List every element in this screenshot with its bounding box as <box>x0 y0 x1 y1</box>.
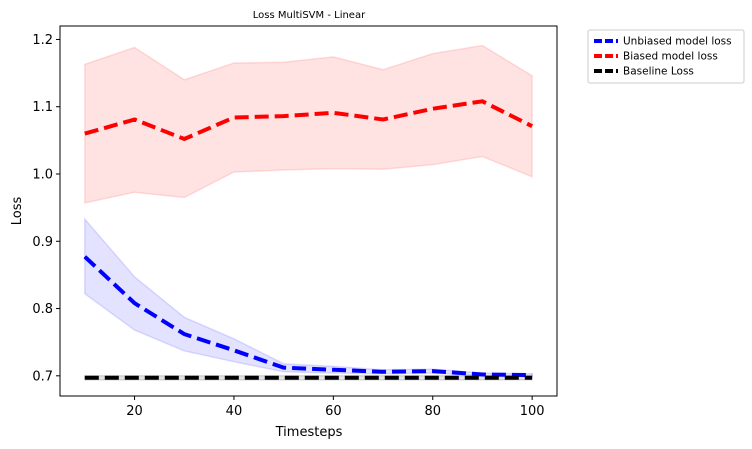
legend-label-series-3: Baseline Loss <box>623 66 694 78</box>
x-axis-ticks: 20 40 60 80 100 <box>126 396 545 419</box>
y-tick-label: 0.7 <box>32 369 53 384</box>
legend-label-series-1: Unbiased model loss <box>623 36 732 48</box>
x-tick-label: 80 <box>424 404 441 419</box>
plot-frame <box>59 25 558 397</box>
y-tick-label: 1.1 <box>32 100 53 115</box>
legend: Unbiased model loss Biased model loss Base… <box>587 29 745 84</box>
band-series-2 <box>84 44 533 204</box>
y-tick-label: 1.0 <box>32 168 53 183</box>
x-tick-label: 100 <box>520 404 545 419</box>
series-lines <box>83 99 533 380</box>
y-tick-label: 1.2 <box>32 33 53 48</box>
y-tick-label: 0.8 <box>32 302 53 317</box>
legend-label-series-2: Biased model loss <box>623 51 718 63</box>
chart-title: Loss MultiSVM - Linear <box>253 10 366 21</box>
x-tick-label: 20 <box>126 404 143 419</box>
x-axis-label: Timesteps <box>275 425 343 440</box>
y-tick-label: 0.9 <box>32 235 53 250</box>
confidence-bands <box>84 44 533 381</box>
y-axis-ticks: 0.7 0.8 0.9 1.0 1.1 1.2 <box>32 33 60 384</box>
line-series-2 <box>84 99 533 142</box>
y-axis-label: Loss <box>10 197 25 226</box>
legend-box <box>587 29 745 84</box>
x-tick-label: 60 <box>325 404 342 419</box>
band-series-1 <box>84 217 533 378</box>
x-tick-label: 40 <box>226 404 243 419</box>
line-series-1 <box>83 255 533 378</box>
